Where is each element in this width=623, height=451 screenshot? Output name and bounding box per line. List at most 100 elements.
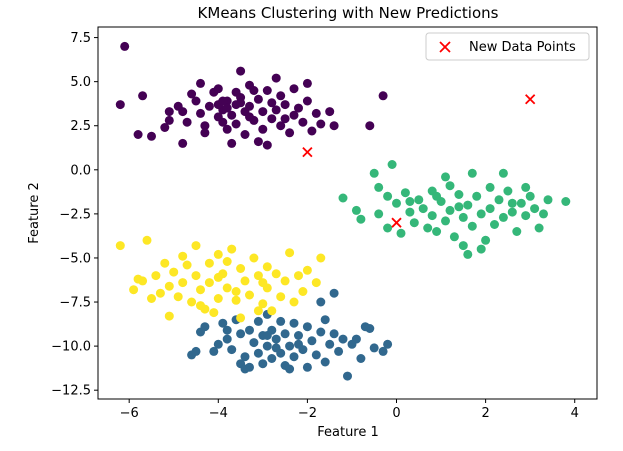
cluster-1-point: [213, 339, 223, 349]
cluster-0-point: [160, 123, 170, 132]
cluster-2-point: [383, 191, 393, 201]
cluster-3-point: [253, 306, 263, 316]
y-axis: 7.5 5.0 2.5 0.0 −2.5 −5.0 −7.5 −10.0 −12.5: [51, 31, 98, 399]
cluster-0-point: [231, 119, 241, 129]
cluster-1-point: [240, 352, 250, 362]
cluster-3-point: [182, 260, 192, 270]
cluster-0-point: [240, 130, 250, 139]
cluster-1-point: [338, 334, 348, 344]
cluster-2-point: [369, 168, 379, 178]
cluster-1-point: [262, 331, 272, 340]
cluster-1-point: [258, 359, 268, 369]
cluster-0-point: [164, 107, 174, 117]
cluster-3-point: [209, 308, 219, 318]
cluster-3-point: [298, 287, 308, 296]
cluster-1-point: [262, 341, 272, 351]
y-tick-label: −7.5: [59, 296, 91, 311]
cluster-0-point: [329, 121, 339, 131]
cluster-0-point: [276, 91, 286, 101]
cluster-0-point: [289, 84, 299, 94]
cluster-1-point: [245, 325, 254, 335]
cluster-2-point: [463, 249, 473, 259]
cluster-1-point: [209, 346, 219, 356]
cluster-2-point: [427, 211, 437, 221]
cluster-0-point: [218, 96, 228, 106]
cluster-1-point: [222, 334, 232, 344]
y-tick-label: −12.5: [51, 384, 91, 399]
cluster-1-point: [222, 325, 232, 335]
cluster-0-point: [253, 94, 263, 104]
cluster-2-point: [383, 223, 393, 233]
cluster-3-point: [160, 258, 170, 268]
cluster-0-point: [298, 117, 308, 127]
cluster-1-point: [334, 346, 344, 356]
cluster-0-point: [280, 114, 290, 124]
cluster-2-point: [512, 227, 522, 236]
cluster-3-point: [147, 294, 156, 303]
cluster-2-point: [472, 191, 482, 201]
cluster-2-point: [490, 220, 499, 229]
cluster-1-point: [253, 348, 263, 358]
cluster-3-point: [129, 285, 139, 295]
cluster-0-point: [138, 91, 148, 101]
cluster-0-point: [222, 103, 232, 113]
cluster-2-point: [356, 214, 366, 224]
cluster-3-point: [289, 297, 299, 307]
y-tick-label: 5.0: [70, 75, 91, 90]
cluster-3-point: [178, 251, 188, 261]
legend-marker: [439, 41, 451, 53]
cluster-0-point: [258, 124, 268, 134]
cluster-1-point: [383, 339, 393, 349]
cluster-2-point: [418, 204, 428, 214]
cluster-0-point: [191, 96, 201, 106]
cluster-3-point: [311, 278, 321, 288]
cluster-3-point: [258, 278, 268, 288]
cluster-0-point: [227, 110, 237, 120]
cluster-2-point: [530, 204, 540, 214]
cluster-3-point: [276, 292, 286, 302]
cluster-0-point: [200, 121, 210, 131]
cluster-3-point: [196, 285, 205, 295]
cluster-1-point: [294, 339, 303, 349]
new-points: [302, 94, 536, 228]
cluster-3-point: [253, 271, 263, 281]
cluster-1-point: [200, 322, 210, 332]
cluster-1-point: [191, 346, 201, 356]
cluster-1-point: [302, 322, 312, 332]
cluster-3-point: [133, 274, 143, 284]
cluster-2-point: [521, 211, 531, 221]
cluster-3-point: [204, 278, 214, 288]
cluster-2-point: [409, 218, 419, 228]
cluster-1-point: [378, 346, 388, 356]
cluster-3-point: [115, 241, 125, 251]
cluster-0-point: [276, 121, 286, 131]
cluster-1-point: [218, 318, 228, 328]
cluster-0-point: [253, 137, 263, 147]
cluster-1-point: [302, 362, 312, 372]
cluster-0-point: [271, 105, 281, 115]
cluster-0-point: [236, 66, 246, 76]
cluster-2-point: [445, 205, 455, 215]
cluster-0-point: [204, 101, 214, 111]
plot-points: [115, 41, 571, 381]
cluster-2-point: [503, 186, 513, 196]
cluster-3-point: [213, 249, 223, 259]
cluster-3-point: [249, 253, 259, 263]
cluster-3-point: [267, 306, 277, 316]
cluster-1-point: [289, 352, 299, 362]
cluster-0-point: [267, 98, 277, 108]
cluster-3-point: [213, 294, 223, 303]
legend: New Data Points: [425, 32, 590, 61]
cluster-1-point: [329, 329, 339, 339]
cluster-3-point: [262, 262, 272, 272]
cluster-2-point: [405, 197, 415, 206]
cluster-2-point: [458, 212, 468, 222]
cluster-1-point: [285, 364, 295, 374]
cluster-0-point: [178, 107, 188, 117]
plot-frame: [97, 26, 598, 400]
cluster-3-point: [213, 272, 223, 282]
cluster-0-point: [196, 78, 205, 88]
y-tick-label: −10.0: [51, 340, 91, 355]
cluster-3-point: [236, 313, 246, 323]
